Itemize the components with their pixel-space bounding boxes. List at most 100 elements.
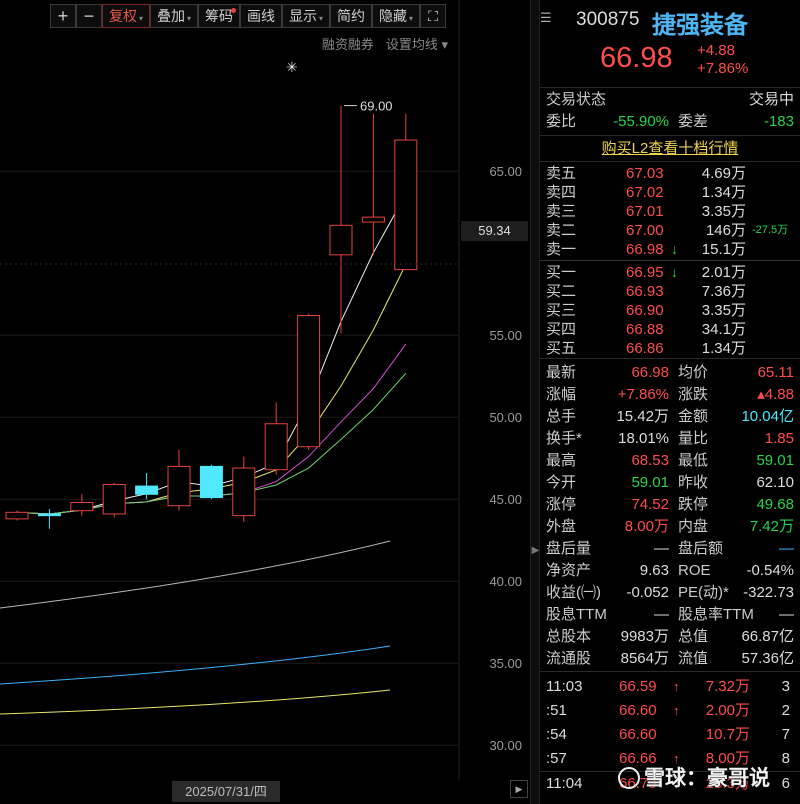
tick-price: 66.60 xyxy=(619,726,657,743)
stat-value: 59.01 xyxy=(631,474,669,491)
bid-level-row: 买五 66.86 1.34万 xyxy=(540,339,800,358)
tick-trades[interactable]: 11:03 66.59 ↑ 7.32万 3:51 66.60 ↑ 2.00万 2:54 66.60… xyxy=(540,672,800,796)
stat-value: 74.52 xyxy=(631,496,669,513)
long-ma-line xyxy=(0,540,391,609)
panel-splitter[interactable]: ▶ xyxy=(530,0,540,804)
level-amount: 15.1万 xyxy=(701,241,746,258)
trade-status-value: 交易中 xyxy=(748,91,794,108)
level-price[interactable]: 66.90 xyxy=(626,302,664,319)
stat-row: 总手 15.42万 金额 10.04亿 xyxy=(540,406,800,428)
stat-label: 流通股 xyxy=(546,650,592,667)
long-ma-line xyxy=(0,645,391,685)
ma-settings-link[interactable]: 设置均线 ▾ xyxy=(385,37,448,52)
fullscreen-icon[interactable]: ⛶ xyxy=(420,4,447,28)
scroll-right-icon[interactable]: ▶ xyxy=(510,780,528,798)
tick-time: :51 xyxy=(546,702,567,719)
tick-time: :54 xyxy=(546,726,567,743)
stat-value: 10.04亿 xyxy=(741,408,794,425)
stat-value: 62.10 xyxy=(756,474,794,491)
stock-name[interactable]: 捷强装备 xyxy=(652,12,748,39)
level-price[interactable]: 67.02 xyxy=(626,184,664,201)
l2-upgrade-link[interactable]: 购买L2查看十档行情 xyxy=(540,136,800,162)
candle-body xyxy=(297,315,321,448)
quote-header: ☰ 300875 捷强装备 66.98 +4.88 +7.86% xyxy=(540,0,800,88)
stat-row: 净资产 9.63 ROE -0.54% xyxy=(540,560,800,582)
candle-body xyxy=(394,139,418,271)
level-price[interactable]: 66.93 xyxy=(626,283,664,300)
collapse-arrow-icon[interactable]: ▶ xyxy=(531,545,540,556)
chip-button[interactable]: 筹码 xyxy=(198,4,241,28)
level-price[interactable]: 67.01 xyxy=(626,203,664,220)
ma-settings-label: 设置均线 xyxy=(385,37,438,52)
tick-volume: 7.32万 xyxy=(705,678,750,695)
simple-mode-button[interactable]: 简约 xyxy=(330,4,373,28)
kline-chart-canvas[interactable]: 65.00 55.00 50.00 45.00 40.00 35.00 30.00 69.00… xyxy=(0,0,530,804)
stat-row: 涨幅 +7.86% 涨跌 ▴4.88 xyxy=(540,384,800,406)
overlay-dropdown[interactable]: 叠加 ▾ xyxy=(150,4,199,28)
order-book: 卖五 67.03 4.69万 卖四 67.02 1.34万 卖三 67.01 3.35万 卖二 67… xyxy=(540,162,800,359)
current-price-marker: 59.34 xyxy=(461,221,528,241)
candle-body xyxy=(329,224,353,256)
tick-count: 3 xyxy=(781,678,790,695)
level-price[interactable]: 67.00 xyxy=(626,222,664,239)
stat-label: 金额 xyxy=(678,408,709,425)
level-amount: 4.69万 xyxy=(701,165,746,182)
tick-row[interactable]: 11:03 66.59 ↑ 7.32万 3 xyxy=(540,675,800,699)
kline-chart-area[interactable]: 65.00 55.00 50.00 45.00 40.00 35.00 30.00 69.00… xyxy=(0,0,530,804)
y-tick-label: 65.00 xyxy=(489,164,522,179)
level-amount: 1.34万 xyxy=(701,340,746,357)
stat-value: 57.36亿 xyxy=(741,650,794,667)
level-label: 卖五 xyxy=(546,165,577,182)
stat-row: 最新 66.98 均价 65.11 xyxy=(540,362,800,384)
stat-label: ROE xyxy=(678,562,711,579)
stat-label: 内盘 xyxy=(678,518,709,535)
fuquan-label: 复权 xyxy=(109,8,137,24)
level-price[interactable]: 66.98 xyxy=(626,241,664,258)
candle-body xyxy=(102,483,126,515)
stat-label: 涨幅 xyxy=(546,386,577,403)
display-dropdown[interactable]: 显示 ▾ xyxy=(282,4,331,28)
level-amount: 146万 xyxy=(705,222,746,239)
l2-link-text[interactable]: 购买L2查看十档行情 xyxy=(601,140,739,157)
list-expand-icon[interactable]: ☰ xyxy=(540,10,552,25)
stat-label: 量比 xyxy=(678,430,709,447)
stat-value: 66.87亿 xyxy=(741,628,794,645)
stat-label: 总手 xyxy=(546,408,577,425)
hide-dropdown[interactable]: 隐藏 ▾ xyxy=(372,4,421,28)
bid-level-row: 买二 66.93 7.36万 xyxy=(540,282,800,301)
crosshair-date-label: 2025/07/31/四 xyxy=(172,781,280,802)
level-amount: 7.36万 xyxy=(701,283,746,300)
stat-row: 总股本 9983万 总值 66.87亿 xyxy=(540,626,800,648)
candle-body xyxy=(70,501,94,512)
tick-row[interactable]: :57 66.66 ↑ 8.00万 8 xyxy=(540,747,800,771)
stat-label: 涨跌 xyxy=(678,386,709,403)
candle-body xyxy=(199,465,223,499)
level-price[interactable]: 66.86 xyxy=(626,340,664,357)
zoom-out-button[interactable]: − xyxy=(76,4,102,28)
tick-row[interactable]: :51 66.60 ↑ 2.00万 2 xyxy=(540,699,800,723)
high-price-label: 69.00 xyxy=(360,99,393,114)
stat-label: 换手* xyxy=(546,430,582,447)
ask-level-row: 卖一 66.98 ↓ 15.1万 xyxy=(540,240,800,259)
tick-volume: 2.00万 xyxy=(705,702,750,719)
chevron-down-icon: ▾ xyxy=(319,14,324,23)
stat-row: 今开 59.01 昨收 62.10 xyxy=(540,472,800,494)
level-price[interactable]: 66.95 xyxy=(626,264,664,281)
tick-price: 66.59 xyxy=(619,678,657,695)
fuquan-dropdown[interactable]: 复权 ▾ xyxy=(102,4,151,28)
tick-separator xyxy=(540,771,800,772)
level-price[interactable]: 67.03 xyxy=(626,165,664,182)
margin-trading-link[interactable]: 融资融券 xyxy=(321,37,374,52)
trade-status-label: 交易状态 xyxy=(546,91,607,108)
zoom-in-button[interactable]: + xyxy=(50,4,76,28)
level-change: -27.5万 xyxy=(752,224,789,236)
level-price[interactable]: 66.88 xyxy=(626,321,664,338)
candle-body xyxy=(135,485,159,495)
level-label: 卖四 xyxy=(546,184,577,201)
tick-volume: 8.00万 xyxy=(705,750,750,767)
y-tick-label: 30.00 xyxy=(489,738,522,753)
draw-line-button[interactable]: 画线 xyxy=(240,4,283,28)
bid-levels: 买一 66.95 ↓ 2.01万 买二 66.93 7.36万 买三 66.90 3.35万 买四 6… xyxy=(540,263,800,358)
level-label: 买五 xyxy=(546,340,577,357)
tick-row[interactable]: :54 66.60 10.7万 7 xyxy=(540,723,800,747)
